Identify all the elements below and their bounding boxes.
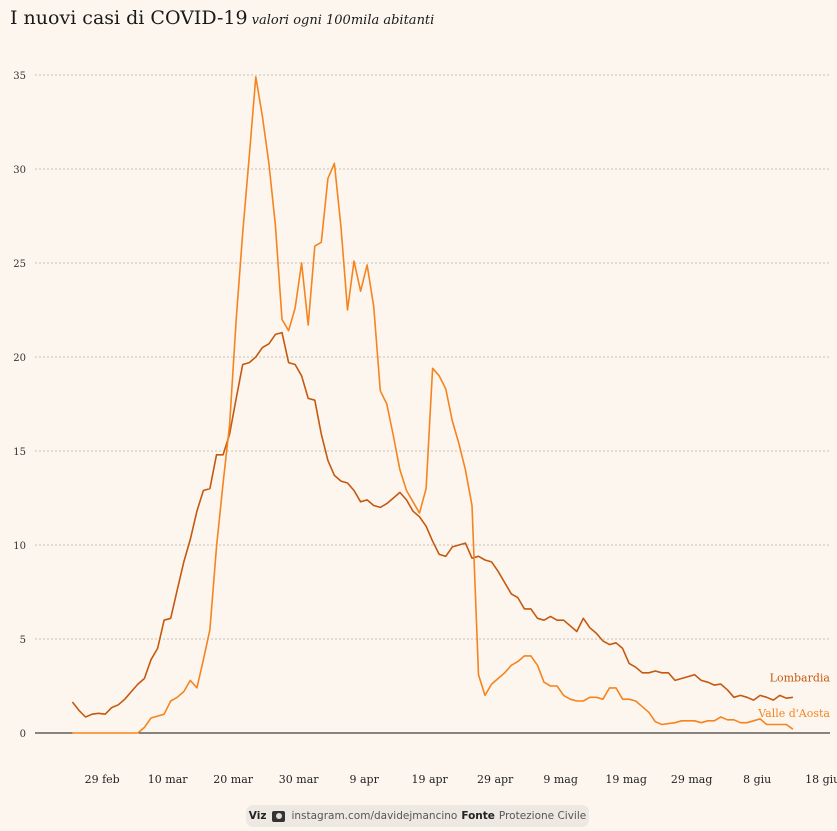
credit-bar: Viz instagram.com/davidejmancino Fonte P… — [246, 805, 589, 827]
x-tick-label: 9 mag — [543, 773, 578, 786]
chart-subtitle: valori ogni 100mila abitanti — [251, 13, 435, 28]
series-lines — [71, 76, 794, 734]
x-tick-label: 10 mar — [148, 773, 188, 786]
source-label: Fonte — [461, 810, 495, 822]
x-tick-label: 19 mag — [605, 773, 647, 786]
x-tick-label: 8 giu — [743, 773, 771, 786]
y-tick-label: 15 — [13, 447, 26, 458]
y-tick-label: 30 — [13, 165, 26, 176]
chart-title: I nuovi casi di COVID-19 valori ogni 100m… — [10, 7, 434, 29]
viz-label: Viz — [248, 810, 267, 822]
y-tick-label: 25 — [13, 259, 26, 270]
x-tick-label: 19 apr — [411, 773, 448, 786]
y-tick-label: 10 — [13, 541, 26, 552]
gridlines — [35, 74, 830, 734]
series-line-lombardia — [71, 331, 794, 718]
y-tick-label: 35 — [13, 71, 26, 82]
y-axis-ticks: 0 5 10 15 20 25 30 35 — [13, 71, 26, 740]
line-chart: 0 5 10 15 20 25 30 35 29 feb 10 mar 20 mar 30 mar 9… — [13, 71, 837, 786]
x-tick-label: 30 mar — [279, 773, 319, 786]
x-tick-label: 9 apr — [349, 773, 379, 786]
y-tick-label: 20 — [13, 353, 26, 364]
series-label: Valle d'Aosta — [757, 707, 830, 720]
title-text: I nuovi casi di COVID-19 — [10, 7, 248, 29]
x-axis-ticks: 29 feb 10 mar 20 mar 30 mar 9 apr 19 apr 29 ap… — [85, 773, 837, 786]
x-tick-label: 20 mar — [213, 773, 253, 786]
instagram-handle[interactable]: instagram.com/davidejmancino — [291, 810, 458, 822]
y-tick-label: 5 — [20, 635, 26, 646]
x-tick-label: 29 mag — [671, 773, 713, 786]
instagram-camera-icon — [272, 810, 286, 822]
y-tick-label: 0 — [20, 729, 26, 740]
series-label: Lombardia — [770, 671, 831, 684]
x-tick-label: 29 feb — [85, 773, 120, 786]
x-tick-label: 29 apr — [477, 773, 514, 786]
series-line-valle-d-aosta — [72, 76, 794, 734]
source-name: Protezione Civile — [498, 810, 587, 822]
series-labels: Lombardia Valle d'Aosta — [757, 671, 830, 720]
x-tick-label: 18 giu — [805, 773, 837, 786]
